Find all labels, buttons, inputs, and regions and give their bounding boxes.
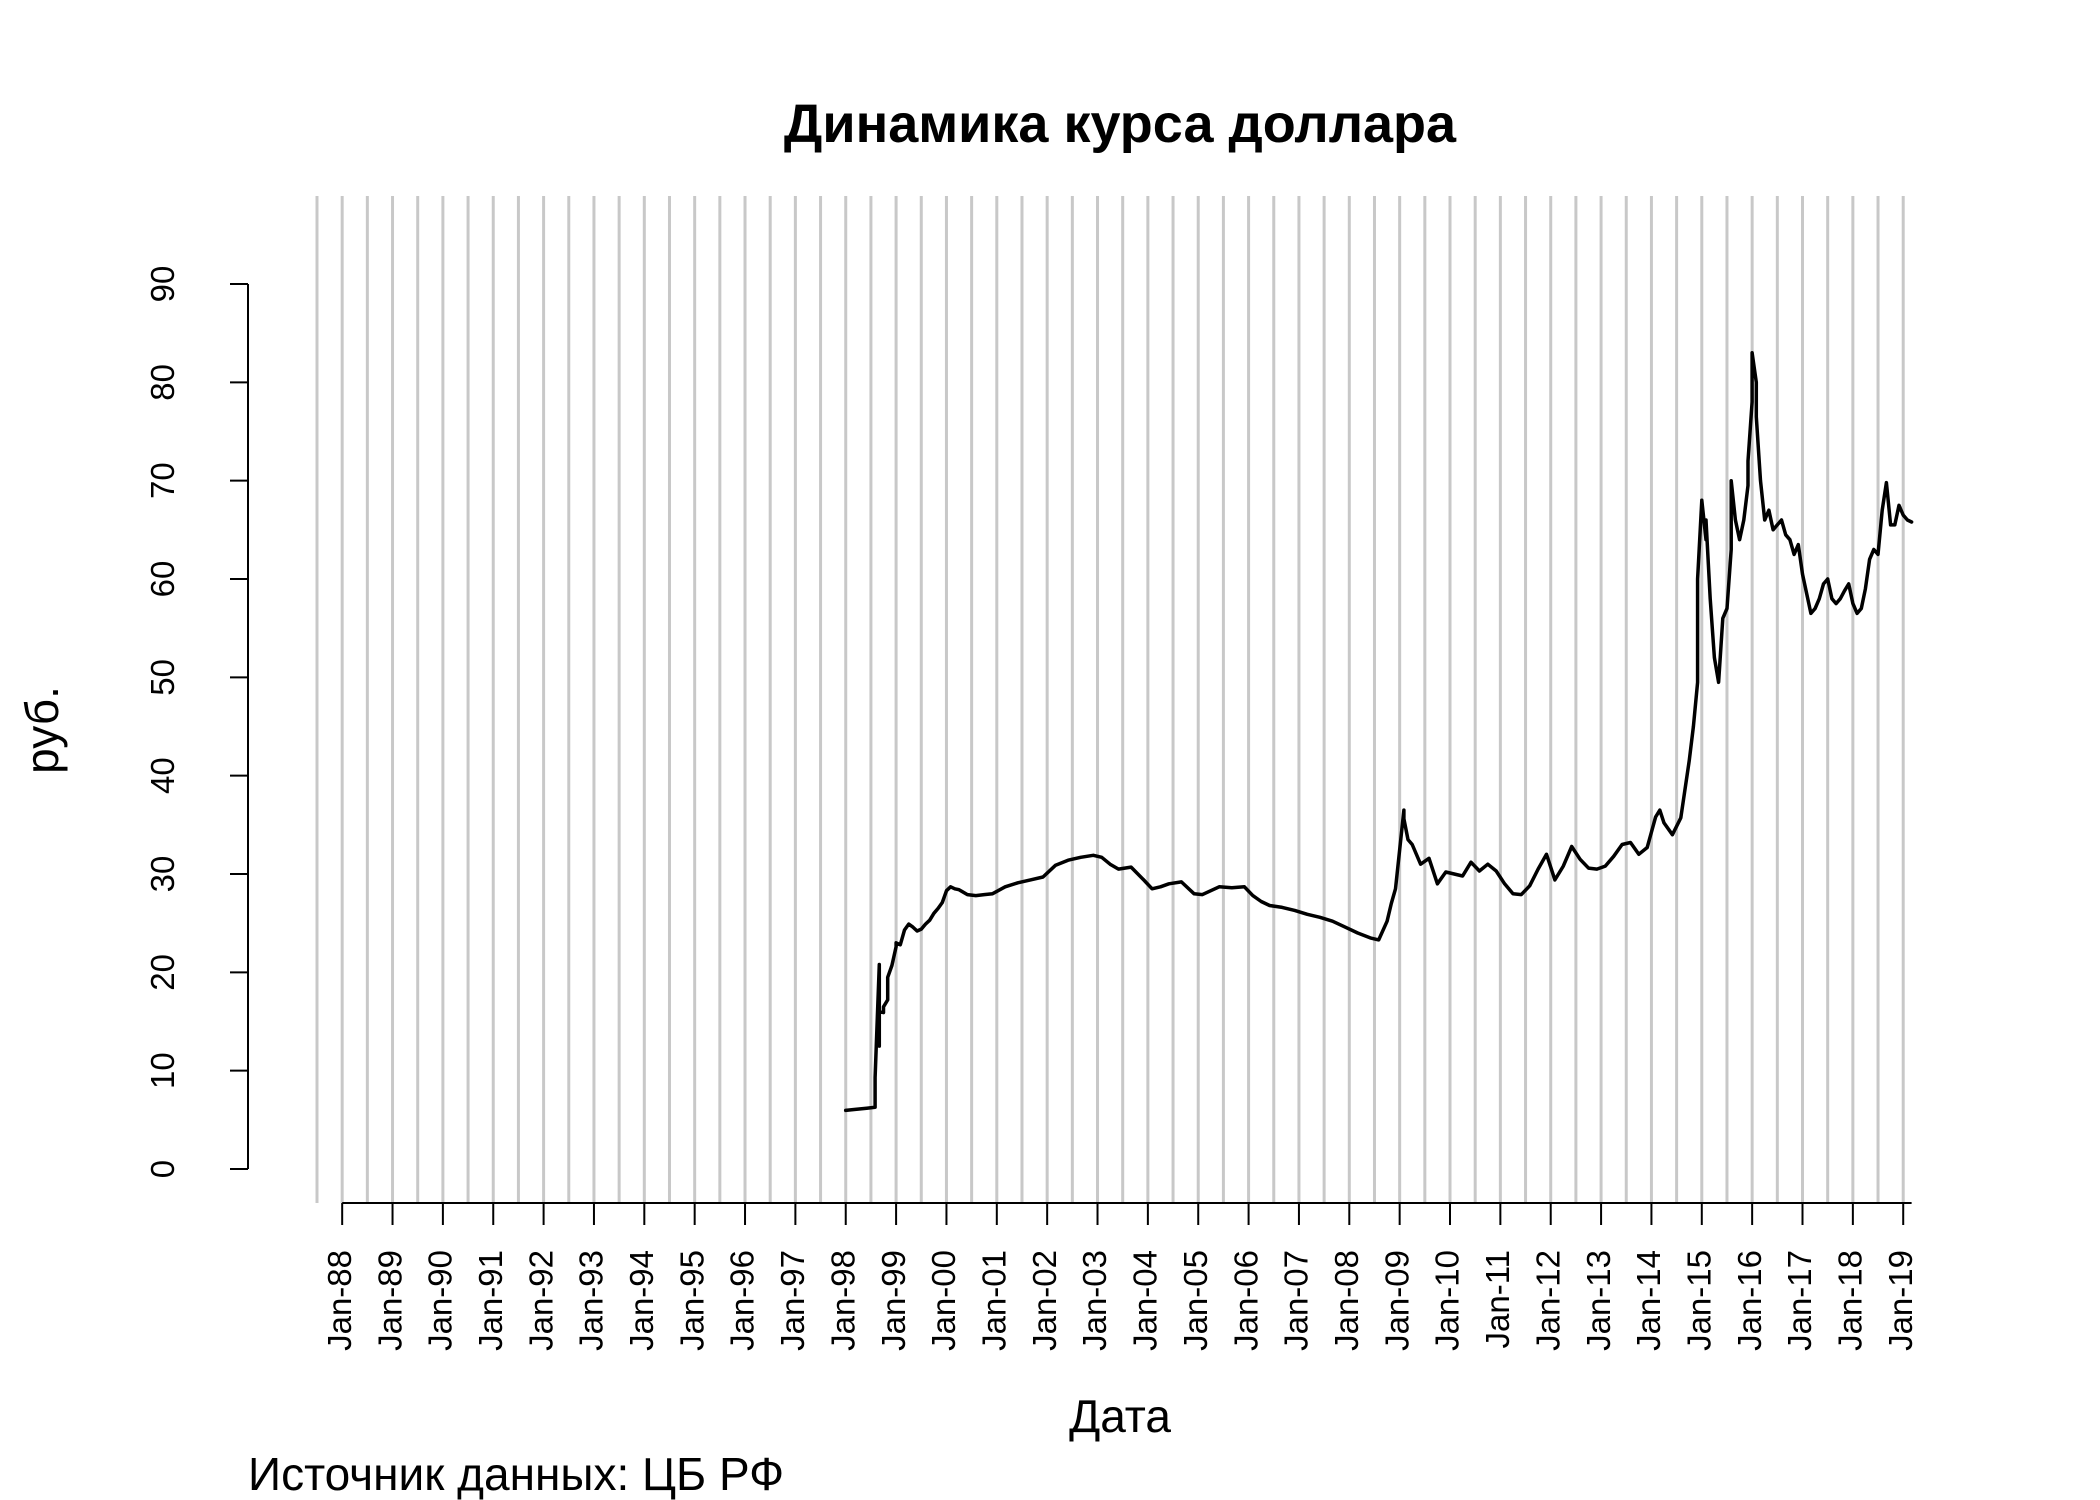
- x-tick-label: Jan-13: [1580, 1250, 1617, 1351]
- y-axis: 0 10 20 30 40 50 60 70 80 90: [144, 266, 249, 1178]
- x-tick-label: Jan-88: [321, 1250, 358, 1351]
- x-tick-label: Jan-96: [724, 1250, 761, 1351]
- x-tick-label: Jan-05: [1177, 1250, 1214, 1351]
- y-axis-label: руб.: [16, 686, 68, 774]
- x-tick-label: Jan-19: [1882, 1250, 1919, 1351]
- x-tick-label: Jan-04: [1127, 1250, 1164, 1351]
- x-tick-label: Jan-97: [774, 1250, 811, 1351]
- y-tick-label: 30: [144, 856, 181, 893]
- y-tick-label: 20: [144, 954, 181, 991]
- series-line-1: [843, 351, 1914, 1113]
- y-tick-label: 80: [144, 364, 181, 401]
- x-tick-label: Jan-03: [1076, 1250, 1113, 1351]
- x-axis-label: Дата: [1069, 1390, 1171, 1442]
- y-tick-label: 10: [144, 1052, 181, 1089]
- x-tick-label: Jan-10: [1429, 1250, 1466, 1351]
- y-tick-label: 90: [144, 266, 181, 303]
- x-tick-label: Jan-14: [1630, 1250, 1667, 1351]
- x-tick-label: Jan-09: [1378, 1250, 1415, 1351]
- x-tick-label: Jan-06: [1227, 1250, 1264, 1351]
- data-source-caption: Источник данных: ЦБ РФ: [248, 1448, 784, 1500]
- x-tick-label: Jan-18: [1832, 1250, 1869, 1351]
- y-tick-label: 70: [144, 462, 181, 499]
- x-tick-label: Jan-94: [623, 1250, 660, 1351]
- chart-title: Динамика курса доллара: [784, 94, 1457, 154]
- vertical-grid: [315, 196, 1905, 1203]
- x-axis: Jan-88 Jan-89 Jan-90 Jan-91 Jan-92 Jan-93 Jan-…: [321, 1202, 1919, 1351]
- series-group: [843, 351, 1914, 1113]
- x-tick-label: Jan-11: [1479, 1250, 1516, 1348]
- x-tick-label: Jan-00: [925, 1250, 962, 1351]
- x-tick-label: Jan-89: [371, 1250, 408, 1351]
- x-tick-label: Jan-08: [1328, 1250, 1365, 1351]
- y-tick-label: 40: [144, 757, 181, 794]
- x-tick-label: Jan-15: [1681, 1250, 1718, 1351]
- x-tick-label: Jan-07: [1278, 1250, 1315, 1351]
- x-tick-label: Jan-92: [522, 1250, 559, 1351]
- x-tick-label: Jan-95: [673, 1250, 710, 1351]
- x-tick-label: Jan-16: [1731, 1250, 1768, 1351]
- x-tick-label: Jan-99: [875, 1250, 912, 1351]
- x-tick-label: Jan-12: [1529, 1250, 1566, 1351]
- x-tick-label: Jan-01: [976, 1250, 1013, 1351]
- y-tick-label: 0: [144, 1160, 181, 1178]
- y-tick-label: 60: [144, 561, 181, 598]
- x-tick-label: Jan-98: [824, 1250, 861, 1351]
- x-tick-label: Jan-90: [422, 1250, 459, 1351]
- x-tick-label: Jan-17: [1781, 1250, 1818, 1351]
- x-tick-label: Jan-02: [1026, 1250, 1063, 1351]
- y-tick-label: 50: [144, 659, 181, 696]
- x-tick-label: Jan-93: [573, 1250, 610, 1351]
- x-tick-label: Jan-91: [472, 1250, 509, 1351]
